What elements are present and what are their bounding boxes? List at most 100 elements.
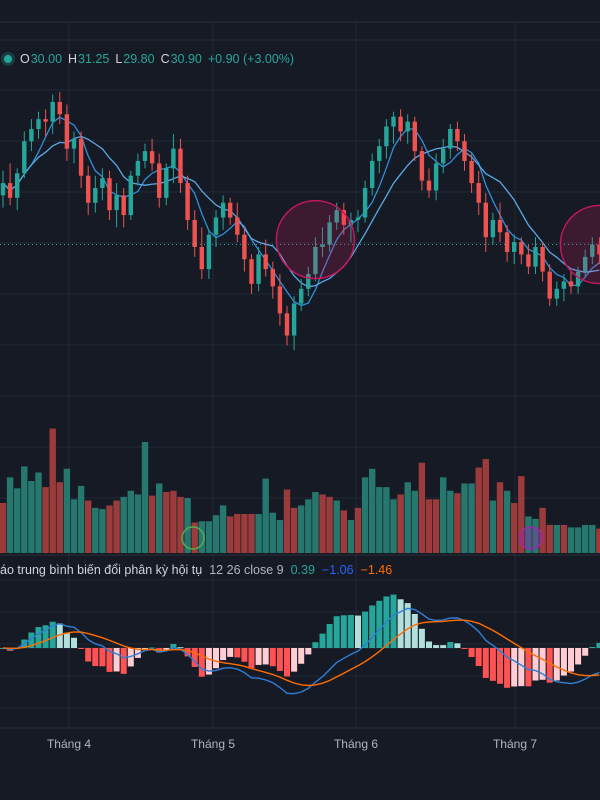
volume-bar: [574, 527, 582, 553]
volume-bar: [290, 507, 298, 553]
candle-body: [235, 217, 240, 235]
candle-body: [320, 244, 325, 247]
macd-signal-line: [2, 619, 600, 687]
volume-bar: [404, 482, 411, 553]
macd-histogram-bar: [468, 648, 475, 657]
volume-bar: [63, 468, 71, 553]
candle-body: [242, 234, 247, 260]
volume-bar: [219, 505, 227, 553]
volume-bar: [440, 477, 447, 553]
macd-histogram-bar: [284, 648, 290, 677]
high-label: H: [68, 52, 78, 66]
volume-bar: [120, 496, 127, 553]
volume-bar: [113, 500, 120, 553]
candle-body: [384, 126, 389, 147]
volume-bar: [539, 507, 546, 553]
candle-body: [36, 119, 41, 129]
volume-bar: [475, 467, 482, 553]
low-value: 29.80: [123, 52, 155, 66]
macd-histogram-bar: [454, 643, 461, 648]
volume-bar: [241, 513, 248, 553]
candle-body: [164, 168, 169, 198]
macd-histogram-bar: [489, 648, 496, 681]
macd-histogram-bar: [376, 600, 383, 648]
macd-histogram-bar: [539, 648, 546, 680]
macd-histogram-bar: [390, 594, 397, 648]
macd-histogram-bar: [518, 648, 525, 687]
macd-legend[interactable]: áo trung bình biến đổi phân kỳ hội tụ 12…: [0, 563, 399, 577]
macd-histogram-bar: [546, 648, 553, 683]
volume-bar: [596, 528, 600, 553]
volume-bar: [361, 477, 369, 553]
symbol-status-icon[interactable]: [4, 55, 12, 63]
high-value: 31.25: [78, 52, 110, 66]
volume-bar: [489, 500, 497, 553]
candle-body: [561, 281, 567, 289]
candle-body: [178, 148, 183, 184]
candle-body: [149, 151, 155, 164]
macd-histogram-bar: [134, 648, 141, 658]
candle-body: [355, 217, 361, 220]
volume-bar: [184, 498, 191, 553]
candle-body: [78, 138, 84, 176]
macd-line-value: −1.06: [321, 563, 354, 577]
candle-body: [547, 271, 552, 299]
volume-bar: [141, 441, 149, 553]
macd-histogram-bar: [213, 648, 219, 669]
candle-body: [93, 188, 98, 203]
volume-bar: [262, 478, 269, 553]
candle-body: [334, 210, 339, 223]
macd-histogram-value: 0.39: [290, 563, 315, 577]
candle-body: [504, 232, 510, 252]
macd-histogram-bar: [170, 643, 177, 648]
candle-body: [448, 129, 453, 149]
volume-bar: [35, 472, 42, 553]
macd-histogram-bar: [291, 648, 298, 672]
change-value: +0.90 (+3.00%): [207, 52, 295, 66]
macd-histogram-bar: [560, 648, 567, 676]
volume-bar: [212, 515, 220, 553]
candle-body: [426, 180, 432, 191]
volume-bar: [532, 518, 539, 553]
candle-body: [512, 242, 517, 252]
macd-params: 12 26 close 9: [209, 563, 284, 577]
macd-histogram-bar: [305, 648, 312, 655]
volume-bar: [134, 494, 142, 553]
volume-bar: [106, 505, 113, 553]
candle-body: [519, 242, 524, 255]
macd-histogram-bar: [262, 648, 269, 665]
macd-histogram-bar: [227, 648, 234, 657]
volume-bar: [148, 495, 156, 553]
candle-body: [568, 281, 574, 287]
macd-line: [2, 607, 600, 695]
volume-bar: [383, 487, 390, 553]
macd-histogram-bar: [568, 648, 574, 672]
candle-body: [483, 202, 488, 238]
volume-bar: [21, 466, 28, 553]
volume-bar: [234, 513, 241, 553]
candle-body: [22, 141, 27, 174]
volume-bar: [227, 516, 234, 553]
macd-histogram-bar: [56, 623, 63, 648]
candle-body: [590, 244, 595, 257]
volume-bar: [14, 488, 21, 553]
macd-histogram-bar: [191, 648, 198, 667]
candle-body: [128, 175, 133, 216]
volume-bar: [369, 468, 376, 553]
macd-indicator-name: áo trung bình biến đổi phân kỳ hội tụ: [0, 563, 203, 577]
x-tick-label: Tháng 4: [46, 737, 92, 751]
x-tick-label: Tháng 7: [492, 737, 538, 751]
candle-body: [57, 101, 62, 115]
volume-bar: [461, 483, 468, 553]
macd-histogram-bar: [589, 646, 596, 648]
volume-event-marker: [519, 526, 543, 550]
volume-bar: [397, 494, 404, 553]
candle-body: [575, 271, 581, 287]
macd-histogram-bar: [362, 611, 369, 648]
volume-bar: [312, 492, 319, 553]
signal-marker-circle: [559, 204, 600, 285]
candle-body: [220, 202, 226, 218]
candle-body: [157, 163, 162, 198]
volume-bar: [560, 524, 568, 553]
